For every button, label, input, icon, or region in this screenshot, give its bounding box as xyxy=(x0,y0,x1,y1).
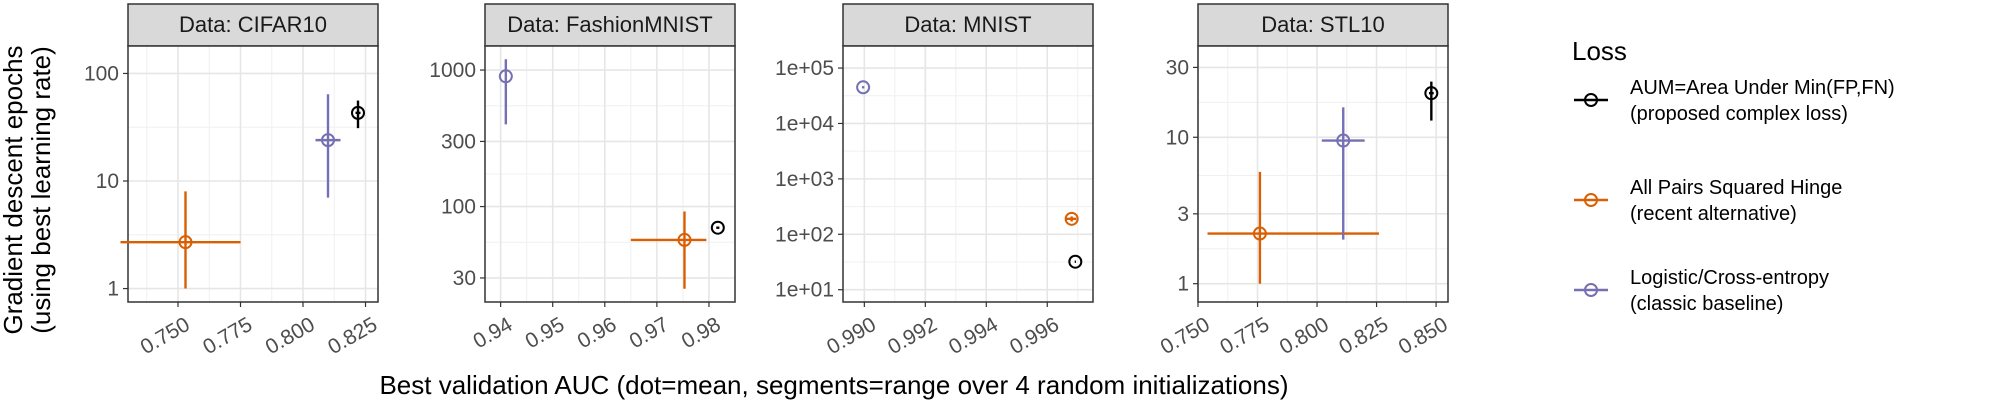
x-tick-label: 0.992 xyxy=(884,313,941,359)
y-tick-label: 10 xyxy=(1166,126,1189,149)
legend-label-line2: (classic baseline) xyxy=(1630,293,1783,315)
x-tick-label: 0.96 xyxy=(574,313,621,353)
x-tick-label: 0.98 xyxy=(678,313,725,353)
facet-strip xyxy=(842,3,1094,47)
legend-label-line2: (recent alternative) xyxy=(1630,203,1797,225)
x-tick-label: 0.750 xyxy=(1157,313,1214,359)
x-tick-label: 0.994 xyxy=(945,313,1002,359)
x-tick-label: 0.97 xyxy=(626,313,673,353)
legend-entry: All Pairs Squared Hinge (recent alternati… xyxy=(1574,177,1842,225)
y-tick-label: 1e+02 xyxy=(775,223,834,246)
legend-entry: Logistic/Cross-entropy (classic baseline) xyxy=(1574,267,1829,315)
y-tick-label: 10 xyxy=(96,170,119,193)
mean-point xyxy=(677,232,692,247)
facet-title: Data: STL10 xyxy=(1261,12,1385,37)
y-tick-label: 1 xyxy=(107,278,119,301)
y-tick-label: 1 xyxy=(1177,273,1189,296)
mean-point xyxy=(710,220,725,235)
facet-strip xyxy=(127,3,379,47)
y-tick-label: 30 xyxy=(453,267,476,290)
x-tick-label: 0.775 xyxy=(199,313,256,359)
x-tick-label: 0.775 xyxy=(1216,313,1273,359)
legend-title: Loss xyxy=(1572,36,1627,66)
y-tick-label: 3 xyxy=(1177,203,1189,226)
y-axis-title-line1: Gradient descent epochs xyxy=(0,45,28,334)
plot-area xyxy=(1198,46,1448,302)
facet-panel: Data: MNIST 0.990 0.992 0.994 0.996 1e+01 1e+0… xyxy=(775,3,1094,359)
y-tick-label: 1e+01 xyxy=(775,279,834,302)
x-tick-label: 0.850 xyxy=(1395,313,1452,359)
y-tick-label: 100 xyxy=(441,196,476,219)
legend: Loss AUM=Area Under Min(FP,FN) (proposed … xyxy=(1572,36,1895,315)
x-tick-label: 0.825 xyxy=(324,313,381,359)
y-axis-title-line2: (using best learning rate) xyxy=(26,46,56,334)
facet-panel: Data: STL10 0.750 0.775 0.800 0.825 0.850 1 3 10… xyxy=(1157,3,1452,359)
mean-point xyxy=(1424,86,1439,101)
x-tick-label: 0.990 xyxy=(823,313,880,359)
mean-point xyxy=(1336,133,1351,148)
mean-point xyxy=(856,80,871,95)
x-tick-label: 0.800 xyxy=(1276,313,1333,359)
facet-panel: Data: CIFAR10 0.750 0.775 0.800 0.825 1 10 100 xyxy=(84,3,381,359)
mean-point xyxy=(178,235,193,250)
facet-title: Data: FashionMNIST xyxy=(507,12,712,37)
facet-title: Data: CIFAR10 xyxy=(179,12,327,37)
legend-entry: AUM=Area Under Min(FP,FN) (proposed compl… xyxy=(1574,77,1895,125)
y-tick-label: 1e+04 xyxy=(775,112,834,135)
x-tick-label: 0.825 xyxy=(1335,313,1392,359)
facet-strip xyxy=(484,3,736,47)
legend-label-line1: Logistic/Cross-entropy xyxy=(1630,267,1829,289)
x-axis-title: Best validation AUC (dot=mean, segments=… xyxy=(379,370,1288,400)
mean-point xyxy=(321,133,335,148)
y-tick-label: 100 xyxy=(84,62,119,85)
x-tick-label: 0.95 xyxy=(522,313,569,353)
mean-point xyxy=(498,69,513,84)
facet-title: Data: MNIST xyxy=(904,12,1031,37)
mean-point xyxy=(1064,211,1079,226)
x-tick-label: 0.750 xyxy=(137,313,194,359)
x-tick-label: 0.800 xyxy=(262,313,319,359)
legend-label-line2: (proposed complex loss) xyxy=(1630,103,1848,125)
mean-point xyxy=(351,105,365,120)
y-tick-label: 30 xyxy=(1166,56,1189,79)
legend-label-line1: All Pairs Squared Hinge xyxy=(1630,177,1842,199)
mean-point xyxy=(1252,226,1267,241)
x-tick-label: 0.996 xyxy=(1006,313,1063,359)
panel-border xyxy=(484,45,736,303)
mean-point xyxy=(1068,254,1083,269)
x-tick-label: 0.94 xyxy=(469,313,516,354)
plot-area xyxy=(128,46,378,302)
panel-border xyxy=(1197,45,1449,303)
y-tick-label: 1e+03 xyxy=(775,168,834,191)
legend-key-point xyxy=(1584,193,1598,207)
panel-border xyxy=(127,45,379,303)
plot-area xyxy=(843,46,1093,302)
facet-panel: Data: FashionMNIST 0.94 0.95 0.96 0.97 0.98 30… xyxy=(429,3,736,354)
legend-key-point xyxy=(1584,93,1598,107)
panel-border xyxy=(842,45,1094,303)
legend-label-line1: AUM=Area Under Min(FP,FN) xyxy=(1630,77,1895,99)
y-tick-label: 300 xyxy=(441,130,476,153)
legend-key-point xyxy=(1584,283,1598,297)
y-tick-label: 1e+05 xyxy=(775,57,834,80)
y-tick-label: 1000 xyxy=(429,59,476,82)
